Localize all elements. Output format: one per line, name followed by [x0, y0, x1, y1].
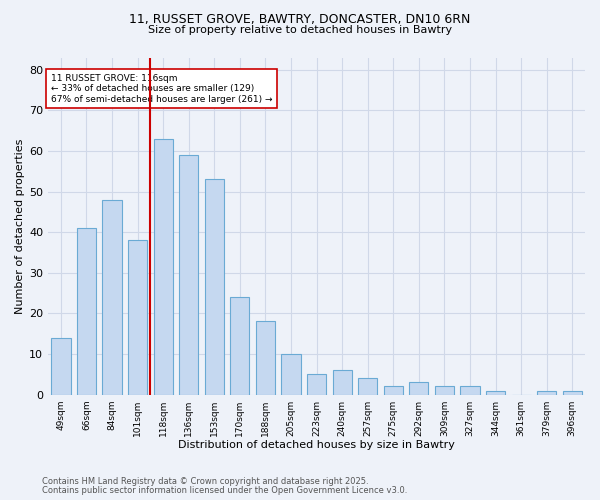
Text: Size of property relative to detached houses in Bawtry: Size of property relative to detached ho… [148, 25, 452, 35]
Bar [230, 297, 250, 394]
Bar [409, 382, 428, 394]
Bar [537, 390, 556, 394]
Bar [128, 240, 147, 394]
Bar [307, 374, 326, 394]
Bar [358, 378, 377, 394]
Bar [383, 386, 403, 394]
Bar [179, 155, 199, 394]
Bar [486, 390, 505, 394]
Bar [77, 228, 96, 394]
Bar [52, 338, 71, 394]
Bar [460, 386, 479, 394]
Bar [154, 138, 173, 394]
Text: 11, RUSSET GROVE, BAWTRY, DONCASTER, DN10 6RN: 11, RUSSET GROVE, BAWTRY, DONCASTER, DN1… [130, 12, 470, 26]
Text: 11 RUSSET GROVE: 116sqm
← 33% of detached houses are smaller (129)
67% of semi-d: 11 RUSSET GROVE: 116sqm ← 33% of detache… [51, 74, 272, 104]
Bar [256, 322, 275, 394]
Bar [435, 386, 454, 394]
Text: Contains HM Land Registry data © Crown copyright and database right 2025.: Contains HM Land Registry data © Crown c… [42, 477, 368, 486]
Bar [281, 354, 301, 395]
Text: Contains public sector information licensed under the Open Government Licence v3: Contains public sector information licen… [42, 486, 407, 495]
Bar [563, 390, 582, 394]
Y-axis label: Number of detached properties: Number of detached properties [15, 138, 25, 314]
X-axis label: Distribution of detached houses by size in Bawtry: Distribution of detached houses by size … [178, 440, 455, 450]
Bar [103, 200, 122, 394]
Bar [332, 370, 352, 394]
Bar [205, 180, 224, 394]
